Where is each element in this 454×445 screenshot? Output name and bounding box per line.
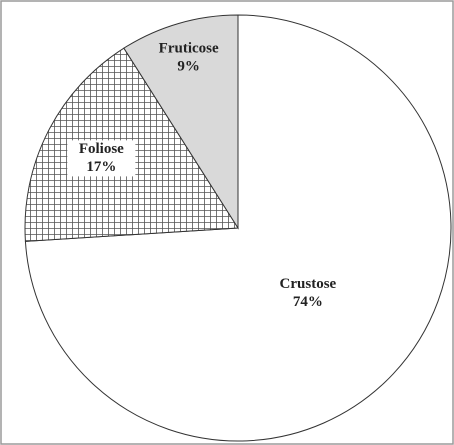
slice-value-label: 74%	[293, 294, 323, 310]
slice-label: Crustose	[280, 276, 337, 292]
slice-label: Fruticose	[159, 41, 219, 57]
pie-slice	[123, 14, 239, 230]
label-bg	[67, 140, 136, 177]
slice-value-label: 17%	[86, 159, 116, 175]
slice-label: Foliose	[79, 141, 124, 157]
slice-value-label: 9%	[177, 59, 200, 75]
